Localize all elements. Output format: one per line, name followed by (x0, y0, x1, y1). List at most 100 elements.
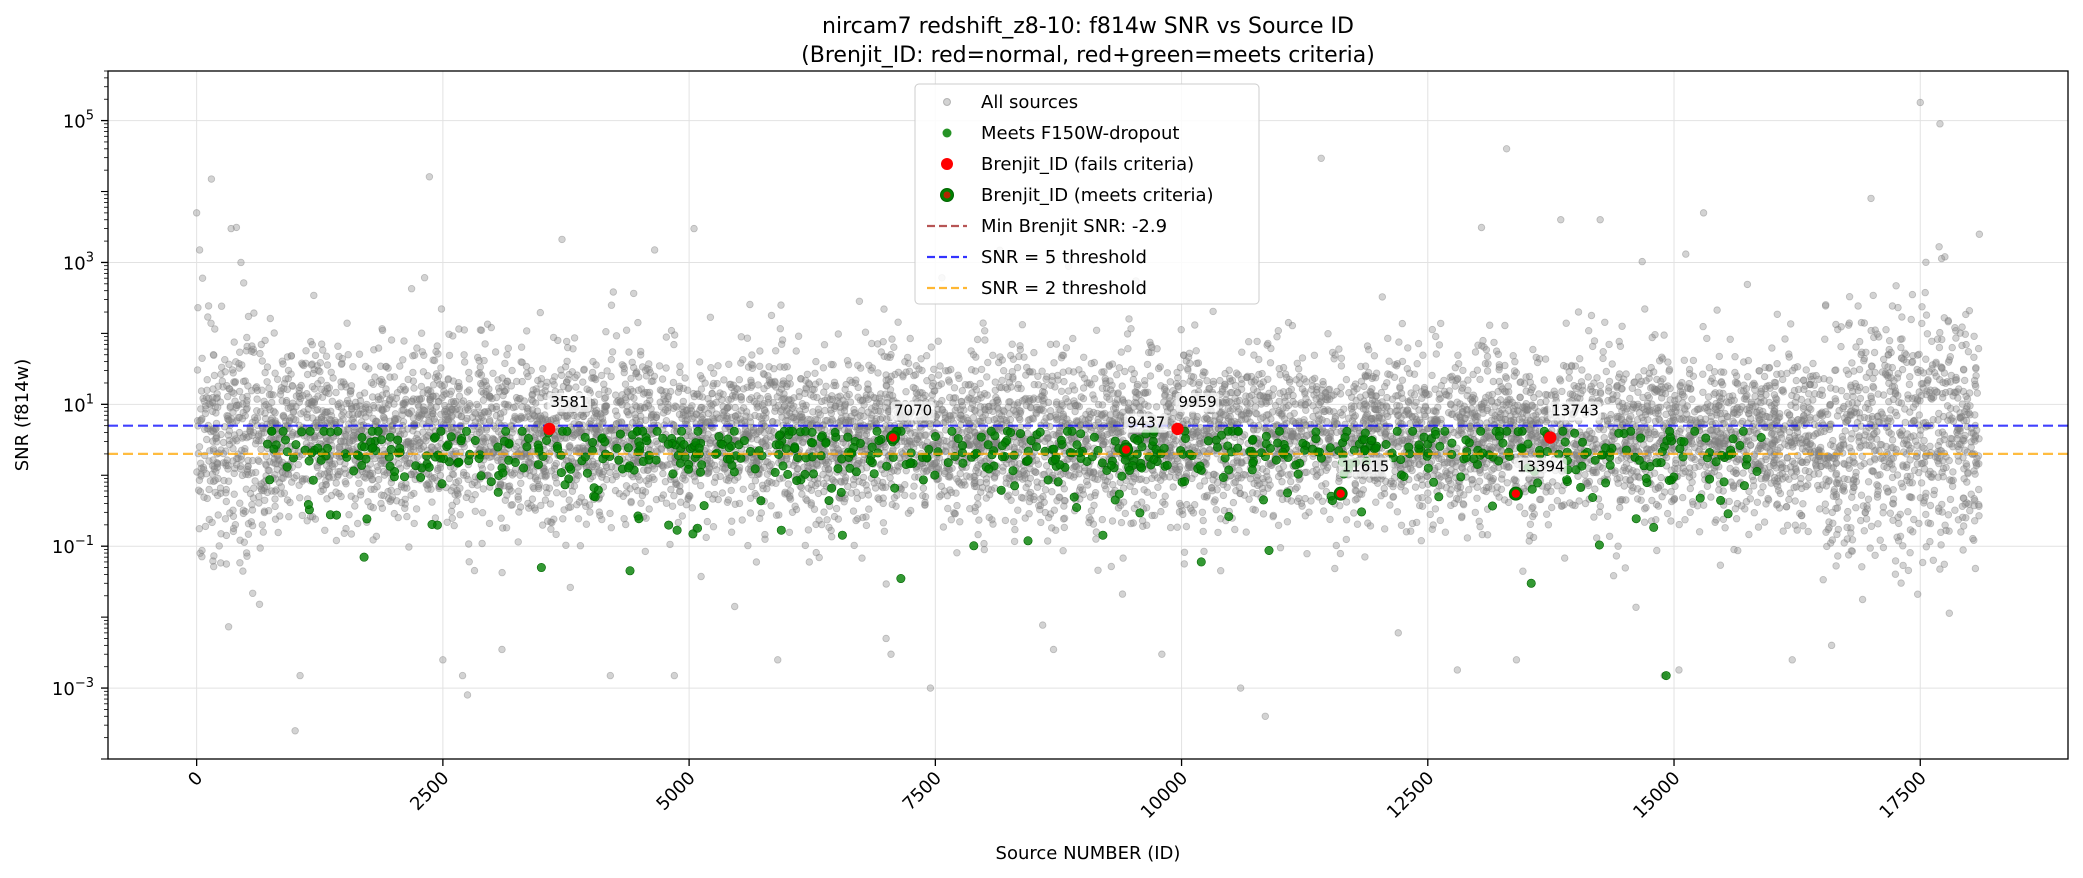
all-sources-point (1867, 392, 1875, 400)
all-sources-point (812, 357, 820, 366)
all-sources-point (1862, 373, 1870, 381)
all-sources-point (202, 393, 211, 402)
all-sources-point (789, 461, 798, 470)
all-sources-point (1558, 387, 1566, 396)
all-sources-point (1010, 537, 1019, 546)
all-sources-point (1958, 341, 1966, 350)
all-sources-point (251, 477, 259, 485)
all-sources-point (351, 502, 359, 510)
all-sources-point (1615, 503, 1624, 512)
all-sources-point (803, 370, 812, 378)
all-sources-point (668, 502, 677, 510)
all-sources-point (567, 454, 575, 463)
all-sources-point (461, 406, 469, 414)
all-sources-point (1603, 512, 1612, 520)
all-sources-point (1972, 365, 1980, 373)
all-sources-point (1417, 537, 1425, 545)
all-sources-point (1973, 389, 1981, 397)
all-sources-point (1500, 496, 1509, 504)
all-sources-point (231, 521, 240, 529)
all-sources-point (1868, 412, 1876, 421)
all-sources-point (944, 504, 952, 513)
all-sources-point (1800, 411, 1808, 420)
all-sources-point (559, 490, 568, 498)
all-sources-point (1848, 359, 1856, 367)
all-sources-point (950, 384, 959, 392)
all-sources-point (552, 530, 560, 539)
all-sources-point (1009, 375, 1017, 383)
all-sources-point (1094, 566, 1102, 574)
all-sources-point (906, 334, 914, 343)
all-sources-point (790, 402, 798, 410)
all-sources-point (629, 387, 637, 396)
all-sources-point (1716, 561, 1725, 569)
all-sources-point (255, 457, 263, 466)
all-sources-point (198, 354, 206, 362)
all-sources-point (1269, 511, 1278, 520)
all-sources-point (1125, 315, 1133, 323)
all-sources-point (454, 382, 462, 391)
all-sources-point (1815, 505, 1824, 513)
all-sources-point (533, 476, 542, 485)
all-sources-point (387, 336, 396, 344)
all-sources-point (1844, 507, 1852, 516)
all-sources-point (858, 554, 866, 562)
all-sources-point (748, 482, 756, 491)
all-sources-point (1140, 381, 1149, 389)
all-sources-point (1426, 510, 1434, 519)
all-sources-point (239, 279, 248, 287)
all-sources-point (1307, 497, 1315, 505)
all-sources-point (958, 387, 966, 395)
all-sources-point (1384, 334, 1392, 343)
all-sources-point (547, 525, 555, 533)
all-sources-point (1143, 360, 1152, 369)
all-sources-point (1192, 347, 1200, 355)
all-sources-point (1891, 389, 1899, 397)
all-sources-point (1366, 522, 1375, 530)
all-sources-point (1463, 534, 1472, 542)
all-sources-point (1948, 343, 1956, 352)
all-sources-point (727, 528, 736, 536)
all-sources-point (1974, 485, 1983, 494)
all-sources-point (270, 329, 278, 337)
all-sources-point (1252, 409, 1260, 417)
all-sources-point (1342, 535, 1350, 544)
all-sources-point (676, 368, 684, 377)
all-sources-point (579, 378, 587, 386)
all-sources-point (919, 491, 927, 500)
all-sources-point (514, 538, 522, 546)
all-sources-point (445, 474, 454, 483)
all-sources-point (1418, 502, 1427, 510)
all-sources-point (1494, 350, 1502, 358)
all-sources-point (1335, 345, 1343, 353)
all-sources-point (1804, 527, 1812, 536)
all-sources-point (1321, 389, 1329, 397)
all-sources-point (1104, 445, 1112, 454)
all-sources-point (1483, 352, 1492, 361)
all-sources-point (1457, 513, 1466, 522)
all-sources-point (487, 463, 495, 471)
all-sources-point (1211, 496, 1219, 504)
all-sources-point (1790, 460, 1798, 468)
all-sources-point (1898, 313, 1906, 321)
all-sources-point (1699, 322, 1707, 331)
all-sources-point (1302, 468, 1311, 476)
all-sources-point (514, 495, 522, 503)
all-sources-point (1318, 497, 1327, 505)
all-sources-point (1926, 501, 1935, 510)
all-sources-point (1923, 330, 1932, 338)
all-sources-point (1936, 565, 1944, 573)
all-sources-point (1936, 328, 1944, 337)
all-sources-point (857, 364, 865, 372)
all-sources-point (1713, 306, 1721, 314)
all-sources-point (1852, 343, 1860, 351)
all-sources-point (595, 390, 603, 398)
all-sources-point (1804, 481, 1812, 489)
all-sources-point (453, 497, 461, 505)
all-sources-point (1121, 509, 1129, 518)
all-sources-point (1010, 518, 1018, 526)
all-sources-point (524, 372, 532, 381)
all-sources-point (1867, 522, 1876, 530)
all-sources-point (882, 580, 890, 588)
all-sources-point (1057, 387, 1066, 395)
